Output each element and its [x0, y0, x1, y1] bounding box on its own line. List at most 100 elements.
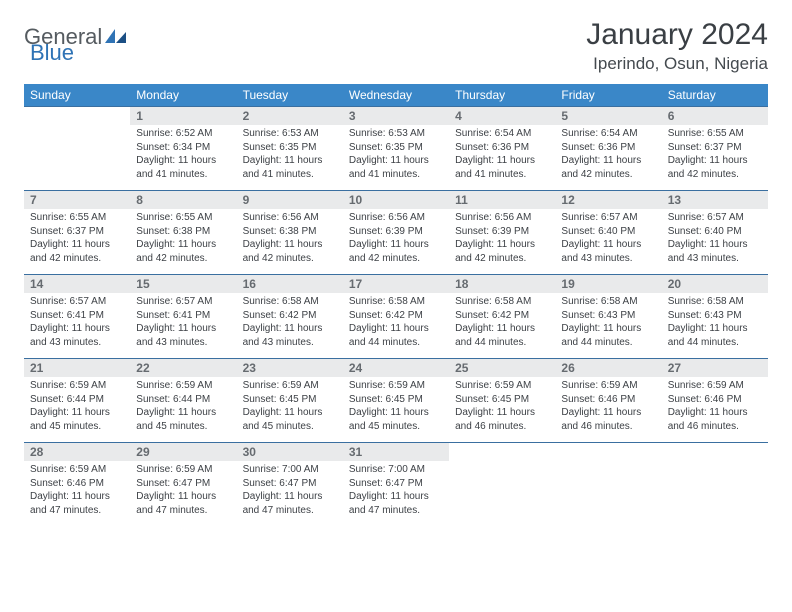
location-text: Iperindo, Osun, Nigeria: [586, 54, 768, 74]
sunset-text: Sunset: 6:46 PM: [30, 477, 124, 491]
sunset-text: Sunset: 6:35 PM: [349, 141, 443, 155]
daylight-text: Daylight: 11 hours and 42 minutes.: [668, 154, 762, 181]
day-details: Sunrise: 6:59 AMSunset: 6:46 PMDaylight:…: [24, 461, 130, 521]
day-details: Sunrise: 6:54 AMSunset: 6:36 PMDaylight:…: [555, 125, 661, 185]
day-details: Sunrise: 6:58 AMSunset: 6:42 PMDaylight:…: [237, 293, 343, 353]
sunset-text: Sunset: 6:45 PM: [243, 393, 337, 407]
day-number: 18: [449, 275, 555, 293]
sunset-text: Sunset: 6:42 PM: [243, 309, 337, 323]
day-number: 1: [130, 107, 236, 125]
sunrise-text: Sunrise: 7:00 AM: [243, 463, 337, 477]
day-details: Sunrise: 7:00 AMSunset: 6:47 PMDaylight:…: [343, 461, 449, 521]
sunrise-text: Sunrise: 6:55 AM: [136, 211, 230, 225]
day-number: 17: [343, 275, 449, 293]
brand-text-blue: Blue: [30, 40, 74, 65]
calendar-day-cell: 15Sunrise: 6:57 AMSunset: 6:41 PMDayligh…: [130, 275, 236, 359]
sunset-text: Sunset: 6:38 PM: [136, 225, 230, 239]
day-details: Sunrise: 6:53 AMSunset: 6:35 PMDaylight:…: [237, 125, 343, 185]
title-block: January 2024 Iperindo, Osun, Nigeria: [586, 18, 768, 74]
day-number: 26: [555, 359, 661, 377]
sunrise-text: Sunrise: 6:52 AM: [136, 127, 230, 141]
day-number: 6: [662, 107, 768, 125]
sunset-text: Sunset: 6:35 PM: [243, 141, 337, 155]
sunset-text: Sunset: 6:47 PM: [243, 477, 337, 491]
day-details: Sunrise: 6:55 AMSunset: 6:38 PMDaylight:…: [130, 209, 236, 269]
day-number: 2: [237, 107, 343, 125]
brand-blue-wrap: Blue: [30, 40, 74, 66]
sunset-text: Sunset: 6:46 PM: [668, 393, 762, 407]
daylight-text: Daylight: 11 hours and 43 minutes.: [136, 322, 230, 349]
sunrise-text: Sunrise: 6:53 AM: [349, 127, 443, 141]
sunset-text: Sunset: 6:34 PM: [136, 141, 230, 155]
day-details: Sunrise: 6:59 AMSunset: 6:44 PMDaylight:…: [130, 377, 236, 437]
calendar-day-cell: 27Sunrise: 6:59 AMSunset: 6:46 PMDayligh…: [662, 359, 768, 443]
day-number: 20: [662, 275, 768, 293]
calendar-day-cell: 29Sunrise: 6:59 AMSunset: 6:47 PMDayligh…: [130, 443, 236, 527]
calendar-day-cell: 10Sunrise: 6:56 AMSunset: 6:39 PMDayligh…: [343, 191, 449, 275]
calendar-day-cell: [449, 443, 555, 527]
sunrise-text: Sunrise: 6:53 AM: [243, 127, 337, 141]
calendar-week-row: 21Sunrise: 6:59 AMSunset: 6:44 PMDayligh…: [24, 359, 768, 443]
sunrise-text: Sunrise: 6:57 AM: [668, 211, 762, 225]
daylight-text: Daylight: 11 hours and 43 minutes.: [243, 322, 337, 349]
calendar-day-cell: [24, 107, 130, 191]
weekday-header: Saturday: [662, 84, 768, 107]
day-details: Sunrise: 6:58 AMSunset: 6:43 PMDaylight:…: [555, 293, 661, 353]
daylight-text: Daylight: 11 hours and 45 minutes.: [136, 406, 230, 433]
sunset-text: Sunset: 6:39 PM: [455, 225, 549, 239]
weekday-header: Tuesday: [237, 84, 343, 107]
sunrise-text: Sunrise: 6:59 AM: [561, 379, 655, 393]
sunset-text: Sunset: 6:40 PM: [668, 225, 762, 239]
sunrise-text: Sunrise: 6:59 AM: [136, 463, 230, 477]
daylight-text: Daylight: 11 hours and 41 minutes.: [136, 154, 230, 181]
calendar-day-cell: 21Sunrise: 6:59 AMSunset: 6:44 PMDayligh…: [24, 359, 130, 443]
daylight-text: Daylight: 11 hours and 45 minutes.: [243, 406, 337, 433]
day-number: 29: [130, 443, 236, 461]
daylight-text: Daylight: 11 hours and 45 minutes.: [349, 406, 443, 433]
daylight-text: Daylight: 11 hours and 46 minutes.: [455, 406, 549, 433]
sunrise-text: Sunrise: 6:57 AM: [136, 295, 230, 309]
day-number: 4: [449, 107, 555, 125]
daylight-text: Daylight: 11 hours and 41 minutes.: [455, 154, 549, 181]
calendar-day-cell: 16Sunrise: 6:58 AMSunset: 6:42 PMDayligh…: [237, 275, 343, 359]
day-details: Sunrise: 6:59 AMSunset: 6:45 PMDaylight:…: [449, 377, 555, 437]
month-title: January 2024: [586, 18, 768, 52]
weekday-header: Monday: [130, 84, 236, 107]
daylight-text: Daylight: 11 hours and 47 minutes.: [30, 490, 124, 517]
header: General January 2024 Iperindo, Osun, Nig…: [24, 18, 768, 74]
day-details: Sunrise: 6:58 AMSunset: 6:42 PMDaylight:…: [343, 293, 449, 353]
weekday-header: Sunday: [24, 84, 130, 107]
day-number: 12: [555, 191, 661, 209]
day-number: 10: [343, 191, 449, 209]
daylight-text: Daylight: 11 hours and 47 minutes.: [349, 490, 443, 517]
sunrise-text: Sunrise: 6:54 AM: [455, 127, 549, 141]
day-number: 13: [662, 191, 768, 209]
day-details: Sunrise: 6:54 AMSunset: 6:36 PMDaylight:…: [449, 125, 555, 185]
daylight-text: Daylight: 11 hours and 41 minutes.: [243, 154, 337, 181]
calendar-day-cell: 5Sunrise: 6:54 AMSunset: 6:36 PMDaylight…: [555, 107, 661, 191]
sunset-text: Sunset: 6:41 PM: [30, 309, 124, 323]
sunset-text: Sunset: 6:41 PM: [136, 309, 230, 323]
sunrise-text: Sunrise: 6:56 AM: [455, 211, 549, 225]
day-details: Sunrise: 6:56 AMSunset: 6:38 PMDaylight:…: [237, 209, 343, 269]
day-details: Sunrise: 6:53 AMSunset: 6:35 PMDaylight:…: [343, 125, 449, 185]
day-details: Sunrise: 6:58 AMSunset: 6:42 PMDaylight:…: [449, 293, 555, 353]
calendar-day-cell: 17Sunrise: 6:58 AMSunset: 6:42 PMDayligh…: [343, 275, 449, 359]
calendar-day-cell: 8Sunrise: 6:55 AMSunset: 6:38 PMDaylight…: [130, 191, 236, 275]
sunset-text: Sunset: 6:36 PM: [455, 141, 549, 155]
daylight-text: Daylight: 11 hours and 42 minutes.: [30, 238, 124, 265]
day-details: Sunrise: 6:56 AMSunset: 6:39 PMDaylight:…: [449, 209, 555, 269]
day-details: Sunrise: 6:59 AMSunset: 6:46 PMDaylight:…: [555, 377, 661, 437]
sunrise-text: Sunrise: 7:00 AM: [349, 463, 443, 477]
sunset-text: Sunset: 6:43 PM: [668, 309, 762, 323]
day-number: 19: [555, 275, 661, 293]
calendar-day-cell: 30Sunrise: 7:00 AMSunset: 6:47 PMDayligh…: [237, 443, 343, 527]
day-number: 8: [130, 191, 236, 209]
calendar-body: 1Sunrise: 6:52 AMSunset: 6:34 PMDaylight…: [24, 107, 768, 527]
day-details: Sunrise: 6:58 AMSunset: 6:43 PMDaylight:…: [662, 293, 768, 353]
sunset-text: Sunset: 6:40 PM: [561, 225, 655, 239]
day-details: Sunrise: 6:59 AMSunset: 6:47 PMDaylight:…: [130, 461, 236, 521]
day-number: 22: [130, 359, 236, 377]
sunset-text: Sunset: 6:44 PM: [30, 393, 124, 407]
weekday-header-row: Sunday Monday Tuesday Wednesday Thursday…: [24, 84, 768, 107]
